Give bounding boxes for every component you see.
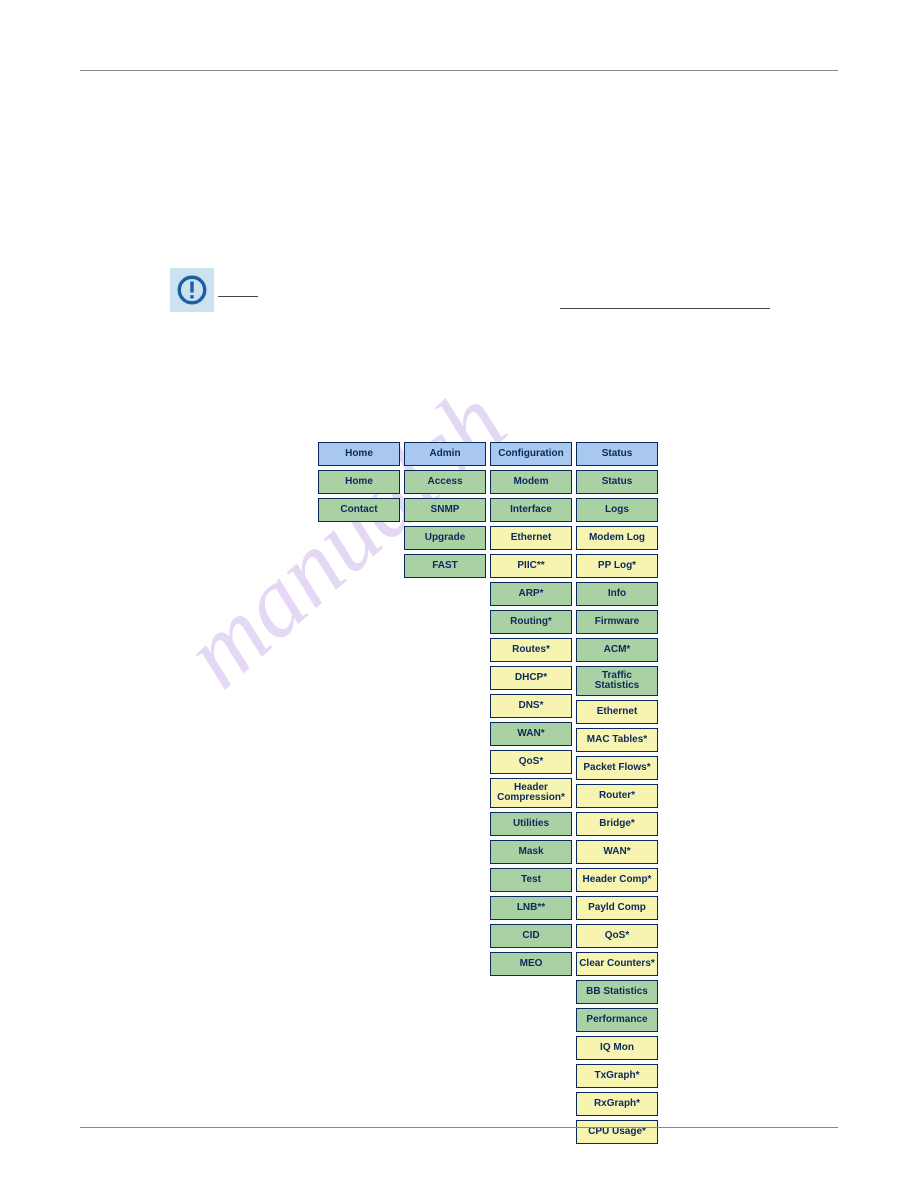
menu-item[interactable]: CPU Usage*	[576, 1120, 658, 1144]
menu-header-configuration[interactable]: Configuration	[490, 442, 572, 466]
menu-item[interactable]: BB Statistics	[576, 980, 658, 1004]
menu-col-admin: Admin Access SNMP Upgrade FAST	[404, 442, 486, 578]
menu-item[interactable]: Modem	[490, 470, 572, 494]
menu-item[interactable]: ACM*	[576, 638, 658, 662]
menu-item[interactable]: Packet Flows*	[576, 756, 658, 780]
menu-item[interactable]: PP Log*	[576, 554, 658, 578]
menu-item[interactable]: TxGraph*	[576, 1064, 658, 1088]
menu-item[interactable]: LNB**	[490, 896, 572, 920]
menu-item[interactable]: DNS*	[490, 694, 572, 718]
menu-item[interactable]: WAN*	[576, 840, 658, 864]
note-underline-1	[218, 296, 258, 297]
menu-item[interactable]: IQ Mon	[576, 1036, 658, 1060]
menu-item[interactable]: Interface	[490, 498, 572, 522]
menu-item[interactable]: WAN*	[490, 722, 572, 746]
menu-item[interactable]: Access	[404, 470, 486, 494]
menu-item[interactable]: DHCP*	[490, 666, 572, 690]
menu-header-status[interactable]: Status	[576, 442, 658, 466]
menu-header-home[interactable]: Home	[318, 442, 400, 466]
menu-item[interactable]: FAST	[404, 554, 486, 578]
menu-item[interactable]: SNMP	[404, 498, 486, 522]
menu-item[interactable]: QoS*	[490, 750, 572, 774]
menu-item[interactable]: Ethernet	[576, 700, 658, 724]
attention-icon	[170, 268, 214, 312]
bottom-rule	[80, 1127, 838, 1128]
menu-item[interactable]: Info	[576, 582, 658, 606]
menu-item[interactable]: PIIC**	[490, 554, 572, 578]
menu-item[interactable]: Traffic Statistics	[576, 666, 658, 696]
menu-item[interactable]: Contact	[318, 498, 400, 522]
menu-col-configuration: Configuration Modem Interface Ethernet P…	[490, 442, 572, 976]
menu-item[interactable]: Routing*	[490, 610, 572, 634]
menu-item[interactable]: Performance	[576, 1008, 658, 1032]
menu-item[interactable]: Routes*	[490, 638, 572, 662]
menu-item[interactable]: Status	[576, 470, 658, 494]
menu-col-status: Status Status Logs Modem Log PP Log* Inf…	[576, 442, 658, 1144]
page: manualsh Home Home Contact Admin Access …	[0, 0, 918, 1188]
menu-item[interactable]: RxGraph*	[576, 1092, 658, 1116]
menu-item[interactable]: Upgrade	[404, 526, 486, 550]
menu-item[interactable]: Bridge*	[576, 812, 658, 836]
menu-item[interactable]: MEO	[490, 952, 572, 976]
menu-item[interactable]: QoS*	[576, 924, 658, 948]
menu-item[interactable]: Firmware	[576, 610, 658, 634]
top-rule	[80, 70, 838, 71]
menu-item[interactable]: Ethernet	[490, 526, 572, 550]
menu-item[interactable]: Header Comp*	[576, 868, 658, 892]
menu-item[interactable]: Modem Log	[576, 526, 658, 550]
menu-header-admin[interactable]: Admin	[404, 442, 486, 466]
menu-item[interactable]: Payld Comp	[576, 896, 658, 920]
menu-item[interactable]: CID	[490, 924, 572, 948]
note-underline-2	[560, 308, 770, 309]
menu-col-home: Home Home Contact	[318, 442, 400, 522]
note-block	[170, 268, 214, 312]
menu-item[interactable]: Logs	[576, 498, 658, 522]
menu-item[interactable]: Router*	[576, 784, 658, 808]
menu-item[interactable]: Header Compression*	[490, 778, 572, 808]
menu-item[interactable]: MAC Tables*	[576, 728, 658, 752]
menu-item[interactable]: Clear Counters*	[576, 952, 658, 976]
menu-item[interactable]: Mask	[490, 840, 572, 864]
menu-item[interactable]: ARP*	[490, 582, 572, 606]
menu-item[interactable]: Home	[318, 470, 400, 494]
menu-item[interactable]: Utilities	[490, 812, 572, 836]
menu-tree: Home Home Contact Admin Access SNMP Upgr…	[318, 442, 658, 1144]
menu-item[interactable]: Test	[490, 868, 572, 892]
